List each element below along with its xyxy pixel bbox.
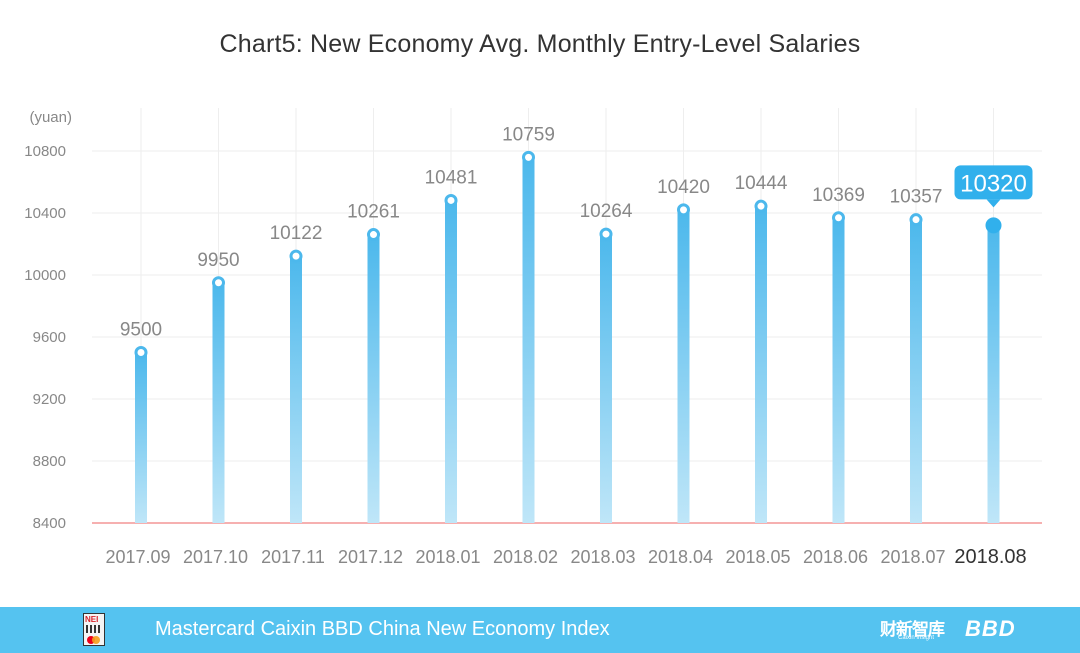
- x-tick-label: 2017.11: [261, 547, 325, 567]
- data-label: 10481: [425, 167, 478, 188]
- point-marker: [134, 346, 148, 359]
- data-label: 10264: [580, 201, 633, 222]
- caixin-insight-logo: 财新智库: [880, 620, 945, 639]
- data-label: 10122: [270, 223, 323, 244]
- footer-bar: NEI Mastercard Caixin BBD China New Econ…: [0, 607, 1080, 653]
- data-label: 10759: [502, 124, 555, 145]
- logo-text: NEI: [85, 615, 99, 624]
- data-label-highlight: 10320: [960, 170, 1027, 197]
- point-marker: [754, 199, 768, 213]
- data-label: 9950: [197, 250, 239, 271]
- data-label: 10357: [890, 187, 943, 208]
- x-tick-label: 2017.10: [183, 547, 248, 567]
- y-tick-label: 9200: [33, 391, 66, 408]
- highlight-marker: [985, 217, 1002, 234]
- point-marker: [909, 213, 923, 227]
- x-tick-label: 2018.05: [725, 547, 790, 567]
- data-label: 9500: [120, 320, 162, 341]
- point-marker: [444, 193, 458, 207]
- chart-title: Chart5: New Economy Avg. Monthly Entry-L…: [219, 30, 861, 58]
- x-tick-label: 2017.09: [105, 547, 170, 567]
- y-tick-label: 10400: [24, 205, 66, 222]
- data-label: 10261: [347, 202, 400, 223]
- y-tick-label: 9600: [33, 329, 66, 346]
- point-marker: [212, 276, 225, 290]
- data-label: 10444: [735, 173, 788, 194]
- bar-2017.09: [135, 352, 147, 523]
- nei-logo-icon: NEI: [83, 613, 105, 646]
- bar-2018.04: [677, 209, 690, 523]
- data-label: 10420: [657, 177, 710, 198]
- x-tick-label: 2018.08: [954, 546, 1026, 568]
- x-tick-label: 2018.06: [803, 547, 868, 567]
- y-tick-label: 10000: [24, 267, 66, 284]
- point-marker: [677, 203, 690, 217]
- bar-2018.07: [910, 219, 922, 524]
- x-tick-label: 2018.04: [648, 547, 713, 567]
- x-tick-label: 2018.07: [880, 547, 945, 567]
- bar-2018.02: [522, 157, 535, 524]
- highlight-callout: [954, 165, 1033, 200]
- x-tick-label: 2018.02: [493, 547, 558, 567]
- point-marker: [832, 211, 845, 225]
- bar-2018.08: [987, 225, 1000, 523]
- bbd-logo: BBD: [965, 616, 1016, 641]
- y-tick-label: 8400: [33, 515, 66, 532]
- y-tick-label: 8800: [33, 453, 66, 470]
- bar-2017.12: [367, 234, 380, 524]
- y-axis-label: (yuan): [29, 109, 72, 126]
- bar-2018.05: [755, 206, 767, 523]
- x-tick-label: 2017.12: [338, 547, 403, 567]
- data-label: 10369: [812, 185, 865, 206]
- x-tick-label: 2018.01: [415, 547, 480, 567]
- point-marker: [289, 249, 303, 263]
- callout-pointer: [986, 199, 1001, 208]
- y-tick-label: 10800: [24, 143, 66, 160]
- x-tick-label: 2018.03: [570, 547, 635, 567]
- point-marker: [522, 150, 535, 164]
- bar-2018.03: [600, 234, 612, 523]
- bar-2017.10: [212, 282, 225, 523]
- point-marker: [367, 228, 380, 242]
- point-marker: [599, 227, 613, 241]
- bar-2018.01: [445, 200, 457, 523]
- bar-2017.11: [290, 256, 302, 523]
- caixin-insight-subtitle: Caixin Insight: [898, 635, 935, 641]
- bar-chart: 8400 8800 9200 9600 10000 10400 10800 (yuan) 950…: [24, 108, 1042, 568]
- bar-2018.06: [832, 217, 845, 523]
- footer-title: Mastercard Caixin BBD China New Economy …: [155, 618, 610, 640]
